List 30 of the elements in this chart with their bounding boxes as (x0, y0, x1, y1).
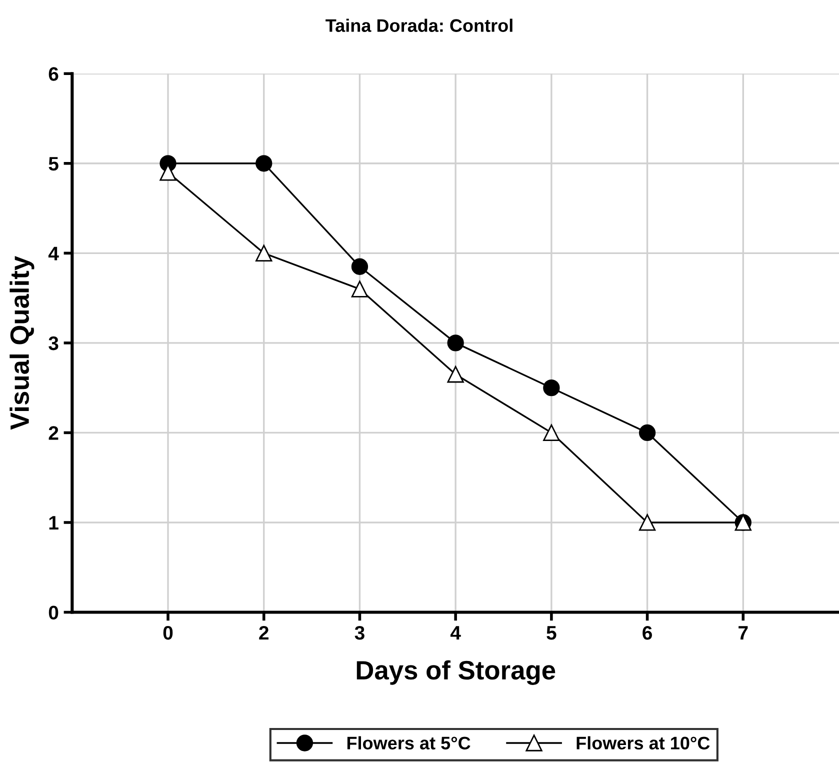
x-tick-label: 2 (259, 626, 268, 640)
y-tick-label: 1 (49, 516, 58, 530)
y-tick-label: 5 (48, 157, 58, 171)
y-tick-label: 2 (48, 426, 58, 440)
point (351, 280, 368, 298)
x-tick-label: 0 (163, 626, 173, 640)
point (447, 366, 464, 383)
y-tick-label: 4 (48, 246, 59, 260)
x-tick-label: 6 (642, 626, 652, 640)
legend-label: Flowers at 5°C (347, 736, 470, 750)
legend-label: Flowers at 10°C (576, 736, 710, 750)
point (256, 155, 272, 172)
x-axis-title: Days of Storage (356, 660, 556, 685)
point (543, 379, 560, 396)
point (256, 244, 272, 262)
point (160, 164, 176, 181)
y-tick-label: 6 (48, 67, 58, 81)
point (638, 424, 656, 442)
point (351, 258, 368, 275)
y-axis-title: Visual Quality (10, 256, 34, 430)
x-tick-label: 5 (546, 626, 556, 640)
y-tick-label: 0 (48, 606, 58, 620)
x-tick-label: 3 (354, 626, 364, 640)
x-tick-label: 7 (738, 626, 748, 640)
chart-title: Taina Dorada: Control (326, 18, 512, 32)
point (638, 514, 656, 531)
point (543, 424, 560, 442)
point (447, 334, 464, 352)
y-tick-label: 3 (48, 336, 58, 350)
x-tick-label: 4 (450, 626, 461, 640)
